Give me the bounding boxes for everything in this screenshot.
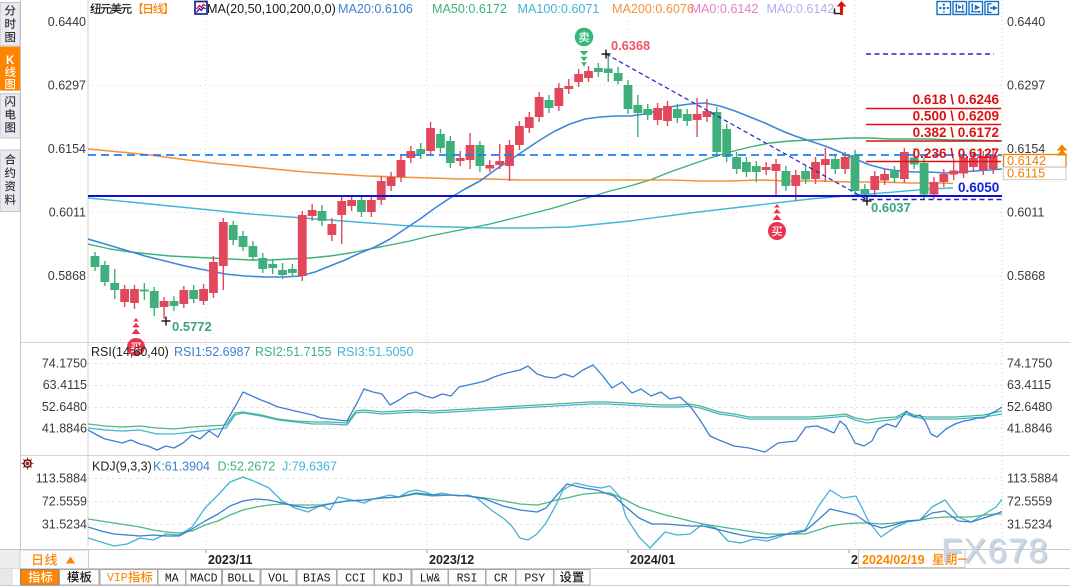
svg-text:0.6154: 0.6154: [48, 142, 86, 156]
svg-text:0.5772: 0.5772: [172, 319, 212, 334]
svg-text:113.5884: 113.5884: [1007, 471, 1058, 485]
svg-text:0.5868: 0.5868: [48, 269, 86, 283]
svg-text:VOL: VOL: [268, 573, 289, 586]
svg-text:63.4115: 63.4115: [1007, 378, 1051, 392]
svg-text:FX678: FX678: [941, 532, 1049, 570]
svg-text:72.5559: 72.5559: [1007, 494, 1052, 508]
svg-text:0.6142: 0.6142: [1007, 153, 1046, 168]
svg-text:PSY: PSY: [524, 573, 545, 586]
svg-text:0.6115: 0.6115: [1007, 166, 1045, 181]
svg-text:J:79.6367: J:79.6367: [282, 460, 337, 474]
svg-text:2023/11: 2023/11: [208, 553, 253, 567]
svg-text:0.6297: 0.6297: [1007, 78, 1045, 92]
svg-text:MA100:0.6071: MA100:0.6071: [518, 2, 600, 16]
svg-text:RSI: RSI: [457, 573, 478, 586]
svg-text:0.6368: 0.6368: [611, 38, 650, 53]
svg-text:RSI(14,60,40): RSI(14,60,40): [91, 345, 169, 359]
svg-text:0.5868: 0.5868: [1007, 269, 1045, 283]
svg-text:41.8846: 41.8846: [1007, 422, 1052, 436]
svg-text:MA0:0.6142: MA0:0.6142: [767, 2, 835, 16]
svg-text:2023/12: 2023/12: [429, 553, 474, 567]
svg-text:0.6440: 0.6440: [48, 15, 86, 29]
svg-text:0.6297: 0.6297: [48, 78, 86, 92]
svg-text:52.6480: 52.6480: [42, 400, 87, 414]
svg-text:0.6050: 0.6050: [958, 180, 999, 195]
svg-text:74.1750: 74.1750: [42, 356, 87, 370]
svg-text:0.236 \ 0.6127: 0.236 \ 0.6127: [913, 146, 999, 161]
svg-text:MACD: MACD: [190, 573, 218, 586]
svg-text:MA50:0.6172: MA50:0.6172: [432, 2, 507, 16]
svg-text:31.5234: 31.5234: [42, 518, 87, 532]
svg-text:74.1750: 74.1750: [1007, 356, 1052, 370]
svg-text:31.5234: 31.5234: [1007, 518, 1052, 532]
svg-text:0.618 \ 0.6246: 0.618 \ 0.6246: [913, 92, 1000, 107]
svg-text:RSI2:51.7155: RSI2:51.7155: [255, 345, 331, 359]
svg-text:KDJ: KDJ: [382, 573, 403, 586]
svg-text:K:61.3904: K:61.3904: [153, 460, 210, 474]
svg-text:0.6011: 0.6011: [1007, 205, 1044, 219]
svg-text:0.500 \ 0.6209: 0.500 \ 0.6209: [913, 109, 999, 124]
svg-text:2024/01: 2024/01: [630, 553, 675, 567]
svg-text:MA: MA: [165, 573, 179, 586]
svg-text:K: K: [6, 55, 15, 67]
svg-text:BIAS: BIAS: [303, 573, 331, 586]
svg-text:41.8846: 41.8846: [42, 422, 87, 436]
svg-text:0.6440: 0.6440: [1007, 15, 1045, 29]
svg-text:KDJ(9,3,3): KDJ(9,3,3): [92, 460, 152, 474]
svg-text:BOLL: BOLL: [227, 573, 255, 586]
svg-text:0.6037: 0.6037: [871, 200, 911, 215]
svg-text:63.4115: 63.4115: [43, 378, 87, 392]
svg-text:RSI3:51.5050: RSI3:51.5050: [337, 345, 413, 359]
svg-text:0.382 \ 0.6172: 0.382 \ 0.6172: [913, 125, 999, 140]
svg-text:MA200:0.6076: MA200:0.6076: [612, 2, 694, 16]
svg-text:RSI1:52.6987: RSI1:52.6987: [174, 345, 250, 359]
svg-text:2024/02/19: 2024/02/19: [862, 553, 925, 567]
svg-text:LW&: LW&: [420, 573, 441, 586]
svg-text:VIP: VIP: [107, 572, 128, 585]
svg-text:72.5559: 72.5559: [42, 494, 87, 508]
svg-text:52.6480: 52.6480: [1007, 400, 1052, 414]
svg-text:0.6154: 0.6154: [1007, 142, 1045, 156]
svg-text:D:52.2672: D:52.2672: [218, 460, 276, 474]
svg-text:MA(20,50,100,200,0,0): MA(20,50,100,200,0,0): [207, 2, 336, 16]
svg-text:MA20:0.6106: MA20:0.6106: [338, 2, 413, 16]
svg-text:MA0:0.6142: MA0:0.6142: [691, 2, 759, 16]
svg-text:FX678: FX678: [943, 534, 1051, 572]
svg-text:0.6011: 0.6011: [49, 205, 86, 219]
svg-text:113.5884: 113.5884: [36, 471, 87, 485]
svg-text:CR: CR: [494, 573, 508, 586]
svg-text:CCI: CCI: [345, 573, 366, 586]
